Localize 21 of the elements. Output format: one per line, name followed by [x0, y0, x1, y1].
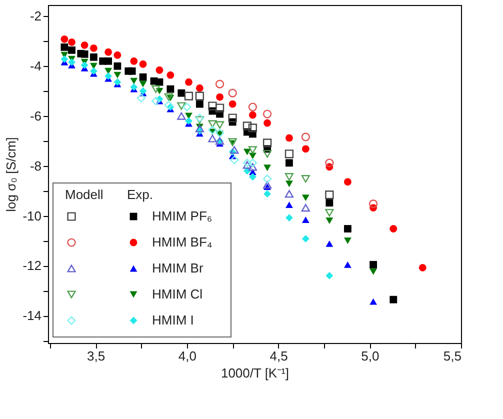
y-tick-label: -6 — [30, 108, 42, 124]
y-axis-title: log σ₀ [S/cm] — [4, 137, 19, 212]
y-tick-label: -14 — [22, 308, 42, 324]
x-tick-label: 5,5 — [443, 348, 462, 364]
x-tick-label: 4,5 — [270, 348, 288, 364]
legend-label: HMIM Br — [152, 260, 204, 276]
annotation: Exp. — [127, 187, 154, 202]
y-tick-label: -12 — [22, 258, 42, 274]
legend-label: HMIM Cl — [152, 286, 203, 302]
x-tick-label: 5,0 — [361, 348, 380, 364]
x-axis-title: 1000/T [K⁻¹] — [220, 366, 290, 380]
annotation: Modell — [65, 187, 104, 202]
legend-label: HMIM BF₄ — [152, 234, 212, 250]
x-tick-label: 3,5 — [86, 348, 106, 364]
legend-label: HMIM PF₆ — [152, 208, 212, 224]
y-tick-label: -4 — [30, 58, 42, 74]
y-tick-label: -10 — [22, 208, 42, 224]
x-tick-label: 4,0 — [178, 348, 196, 364]
y-tick-label: -8 — [30, 158, 42, 174]
legend-label: HMIM I — [152, 312, 194, 328]
y-tick-label: -2 — [30, 8, 42, 24]
